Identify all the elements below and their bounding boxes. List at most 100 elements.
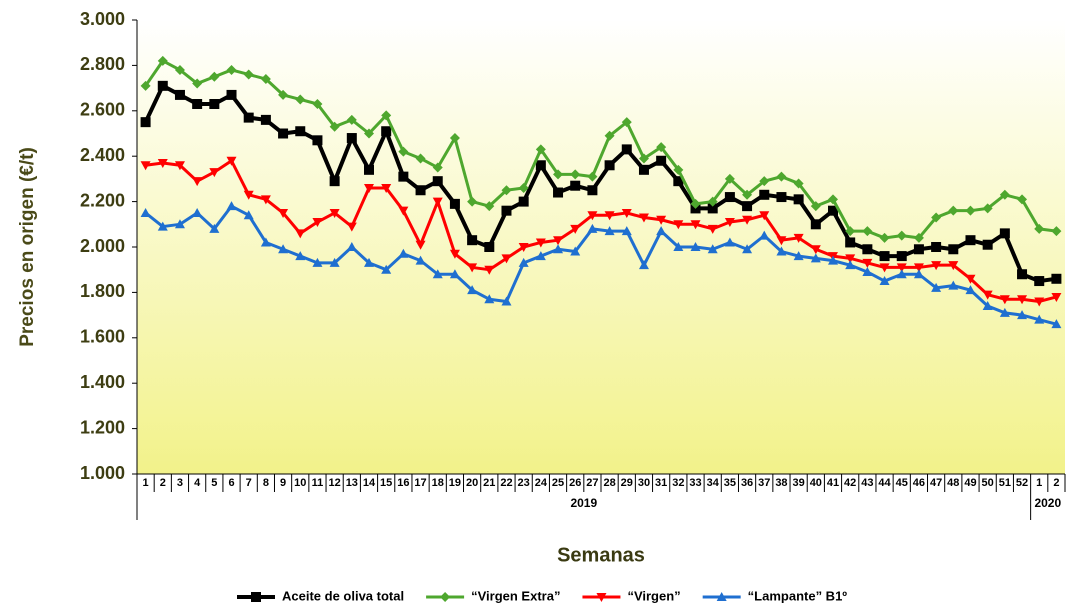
series-marker [965, 285, 976, 295]
series-marker [724, 218, 735, 228]
series-marker [896, 251, 907, 262]
series-marker [415, 255, 426, 265]
x-tick-label: 38 [775, 477, 787, 489]
series-marker [776, 192, 787, 203]
series-marker [243, 112, 254, 123]
series-marker [776, 236, 787, 246]
series-marker [931, 212, 942, 223]
series-marker [535, 251, 546, 261]
x-tick-label: 51 [999, 477, 1011, 489]
x-tick-label: 46 [913, 477, 925, 489]
series-marker [192, 98, 203, 109]
series-marker [432, 176, 443, 187]
series-marker [845, 226, 856, 237]
x-tick-label: 36 [741, 477, 753, 489]
series-marker [828, 205, 838, 216]
series-marker [707, 244, 718, 254]
y-tick-label: 2.000 [80, 236, 125, 256]
x-tick-label: 27 [586, 477, 598, 489]
series-marker [982, 290, 993, 300]
series-marker [381, 183, 392, 193]
series-marker [913, 269, 924, 279]
series-marker [810, 219, 821, 230]
y-tick-label: 1.800 [80, 281, 125, 301]
series-marker [295, 251, 306, 261]
series-marker [845, 237, 856, 248]
x-tick-label: 41 [827, 477, 839, 489]
series-marker [449, 133, 460, 144]
series-marker [862, 258, 873, 268]
series-marker [879, 251, 890, 262]
series-marker [398, 206, 409, 216]
series-marker [192, 207, 203, 217]
series-marker [999, 295, 1010, 305]
series-marker [535, 144, 546, 155]
series-marker [484, 294, 495, 304]
series-marker [862, 244, 873, 255]
series-marker [278, 128, 289, 139]
series-marker [982, 239, 993, 250]
x-tick-label: 29 [621, 477, 633, 489]
x-axis-title: Semanas [557, 544, 645, 566]
series-marker [501, 254, 512, 264]
series-marker [724, 237, 735, 247]
x-tick-label: 24 [535, 477, 548, 489]
x-tick-label: 48 [947, 477, 959, 489]
series-marker [845, 260, 856, 270]
series-marker [364, 128, 374, 139]
series-marker [913, 244, 924, 255]
series-marker [724, 192, 735, 203]
series-marker [913, 232, 924, 243]
legend-marker [440, 592, 451, 602]
series-marker [174, 161, 185, 171]
series-marker [810, 201, 821, 212]
series-marker [673, 242, 684, 251]
series-marker [329, 208, 340, 218]
x-tick-label: 21 [483, 477, 495, 489]
series-marker [707, 203, 718, 214]
series-marker [346, 222, 357, 232]
series-marker [742, 215, 753, 225]
series-marker [793, 251, 804, 261]
y-tick-label: 2.800 [80, 54, 125, 74]
series-marker [656, 226, 667, 236]
series-marker [449, 198, 460, 209]
legend-marker [716, 592, 727, 601]
x-tick-label: 45 [896, 477, 908, 489]
x-tick-label: 37 [758, 477, 770, 489]
x-tick-label: 26 [569, 477, 581, 489]
x-tick-label: 30 [638, 477, 650, 489]
x-tick-label: 44 [878, 477, 891, 489]
series-marker [535, 160, 546, 171]
y-tick-label: 2.600 [80, 100, 125, 120]
series-marker [948, 205, 959, 216]
x-tick-label: 34 [707, 477, 720, 489]
series-marker [501, 185, 512, 196]
series-marker [432, 269, 443, 279]
series-marker [862, 226, 873, 237]
series-marker [381, 126, 392, 137]
y-tick-label: 2.200 [80, 190, 125, 210]
series-marker [346, 242, 357, 251]
series-marker [570, 180, 581, 191]
series-marker [1051, 319, 1062, 329]
series-marker [432, 162, 443, 173]
x-tick-label: 47 [930, 477, 942, 489]
series-marker [467, 235, 478, 246]
series-marker [174, 89, 185, 100]
series-marker [346, 133, 357, 144]
series-marker [931, 282, 942, 292]
series-marker [656, 142, 667, 153]
series-marker [931, 261, 942, 271]
series-marker [742, 189, 753, 200]
series-marker [879, 276, 890, 286]
series-marker [140, 117, 151, 128]
series-marker [759, 211, 770, 221]
x-tick-label: 5 [211, 477, 217, 489]
series-marker [879, 263, 890, 273]
series-marker [604, 211, 615, 221]
series-marker [621, 144, 632, 155]
x-tick-label: 13 [346, 477, 358, 489]
series-marker [621, 117, 632, 128]
